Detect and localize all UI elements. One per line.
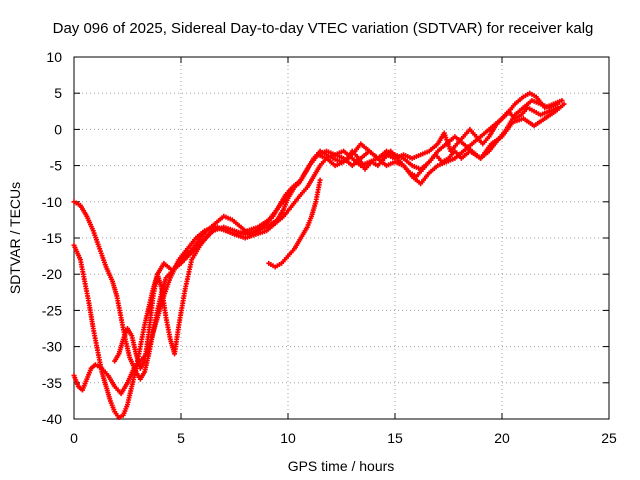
- x-axis-label: GPS time / hours: [288, 458, 395, 474]
- y-axis-label: SDTVAR / TECUs: [7, 182, 23, 294]
- data-point: [561, 101, 567, 107]
- grid: [74, 57, 609, 419]
- y-tick-label: -10: [42, 194, 62, 210]
- x-tick-label: 10: [280, 430, 296, 446]
- data-points: [71, 90, 567, 421]
- x-tick-label: 20: [494, 430, 510, 446]
- y-tick-label: 5: [54, 85, 62, 101]
- y-tick-label: -5: [50, 158, 63, 174]
- y-tick-label: -30: [42, 339, 62, 355]
- data-point: [555, 101, 561, 107]
- x-tick-label: 0: [70, 430, 78, 446]
- data-point: [559, 97, 565, 103]
- axis-ticks: 0 5 10 15 20 25 -40 -35 -30 -25 -20 -15 -10 -5 0 5 10: [42, 49, 617, 446]
- y-tick-label: -35: [42, 375, 62, 391]
- y-tick-label: -25: [42, 302, 62, 318]
- x-tick-label: 15: [387, 430, 403, 446]
- x-tick-label: 25: [601, 430, 617, 446]
- y-tick-label: -15: [42, 230, 62, 246]
- y-tick-label: 0: [54, 121, 62, 137]
- x-tick-label: 5: [177, 430, 185, 446]
- y-tick-label: 10: [46, 49, 62, 65]
- chart-title: Day 096 of 2025, Sidereal Day-to-day VTE…: [53, 20, 594, 37]
- data-point: [317, 177, 323, 183]
- y-tick-label: -40: [42, 411, 62, 427]
- y-tick-label: -20: [42, 266, 62, 282]
